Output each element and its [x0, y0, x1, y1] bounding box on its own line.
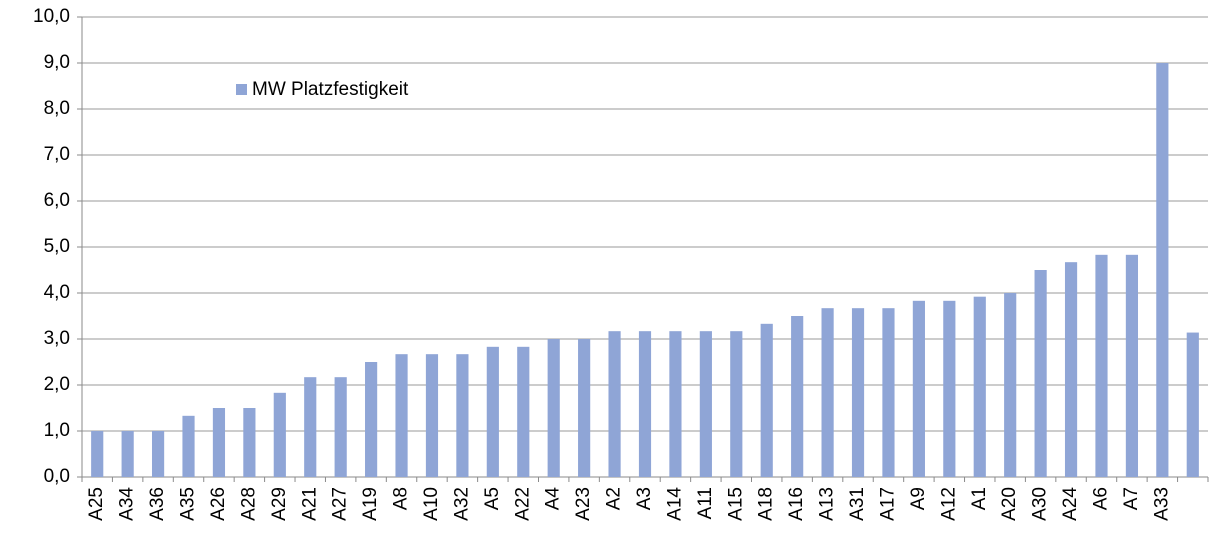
x-tick-label: A22 — [512, 487, 533, 521]
x-tick-label: A35 — [178, 487, 199, 521]
bar — [486, 346, 499, 477]
x-tick-label: A16 — [786, 487, 807, 521]
bar — [365, 362, 378, 477]
x-tick-label: A23 — [573, 487, 594, 521]
bar — [304, 377, 317, 477]
bar — [243, 408, 256, 477]
x-tick-label: A1 — [969, 487, 990, 510]
x-tick-label: A12 — [938, 487, 959, 521]
bar — [425, 354, 439, 477]
bar — [212, 408, 226, 477]
bar — [1004, 293, 1017, 477]
bar — [151, 431, 165, 477]
y-tick-label: 1,0 — [44, 420, 70, 441]
x-tick-label: A25 — [86, 487, 107, 521]
bar — [912, 300, 925, 477]
x-tick-label: A29 — [269, 487, 290, 521]
bar — [578, 339, 591, 477]
bar — [973, 296, 986, 477]
x-tick-label: A17 — [877, 487, 898, 521]
bar — [821, 308, 834, 477]
x-tick-label: A30 — [1030, 487, 1051, 521]
x-tick-label: A19 — [360, 487, 381, 521]
x-tick-label: A14 — [664, 487, 685, 521]
x-tick-label: A13 — [817, 487, 838, 521]
legend-label: MW Platzfestigkeit — [252, 79, 409, 100]
bar — [1095, 254, 1108, 477]
bar — [1156, 63, 1169, 477]
x-tick-label: A15 — [725, 487, 746, 521]
y-tick-label: 8,0 — [44, 98, 70, 119]
bar — [395, 354, 408, 477]
x-tick-label: A8 — [391, 487, 412, 510]
bar — [1125, 254, 1139, 477]
bar — [699, 331, 712, 477]
bar — [608, 331, 621, 477]
bar — [1034, 270, 1047, 477]
y-tick-label: 6,0 — [44, 190, 70, 211]
x-tick-label: A32 — [451, 487, 472, 521]
bar — [943, 300, 956, 477]
bar — [882, 308, 895, 477]
x-tick-label: A10 — [421, 487, 442, 521]
x-tick-label: A9 — [908, 487, 929, 510]
bar — [91, 431, 104, 477]
bar — [638, 331, 652, 477]
x-tick-label: A2 — [604, 487, 625, 510]
x-tick-label: A20 — [999, 487, 1020, 521]
x-tick-label: A11 — [695, 487, 716, 519]
y-tick-label: 3,0 — [44, 328, 70, 349]
bar — [669, 331, 682, 477]
x-tick-label: A3 — [634, 487, 655, 510]
bar — [273, 392, 286, 477]
bar — [334, 377, 347, 477]
y-tick-label: 5,0 — [44, 236, 70, 257]
bar — [1064, 262, 1078, 477]
bar — [456, 354, 469, 477]
x-tick-label: A36 — [147, 487, 168, 521]
y-tick-label: 7,0 — [44, 144, 70, 165]
x-tick-label: A5 — [482, 487, 503, 510]
x-tick-label: A18 — [756, 487, 777, 521]
bar — [517, 346, 530, 477]
x-tick-label: A24 — [1060, 487, 1081, 521]
x-tick-label: A21 — [299, 487, 320, 521]
legend-swatch — [236, 84, 247, 95]
x-tick-label: A4 — [543, 487, 564, 511]
bar — [851, 308, 865, 477]
bar — [182, 415, 195, 477]
y-tick-label: 4,0 — [44, 282, 70, 303]
x-tick-label: A6 — [1091, 487, 1112, 510]
x-tick-label: A33 — [1151, 487, 1172, 521]
y-tick-label: 10,0 — [33, 6, 70, 27]
y-tick-label: 9,0 — [44, 52, 70, 73]
x-tick-label: A27 — [330, 487, 351, 521]
x-tick-label: A28 — [238, 487, 259, 521]
bar — [121, 431, 134, 477]
y-tick-label: 2,0 — [44, 374, 70, 395]
bar — [547, 339, 560, 477]
x-tick-label: A26 — [208, 487, 229, 521]
bar — [791, 316, 804, 477]
y-tick-label: 0,0 — [44, 466, 70, 487]
x-tick-label: A31 — [847, 487, 868, 521]
bar — [730, 331, 743, 477]
bar — [1186, 332, 1199, 477]
x-tick-label: A34 — [117, 487, 138, 521]
bar — [760, 323, 773, 477]
x-tick-label: A7 — [1121, 487, 1142, 510]
